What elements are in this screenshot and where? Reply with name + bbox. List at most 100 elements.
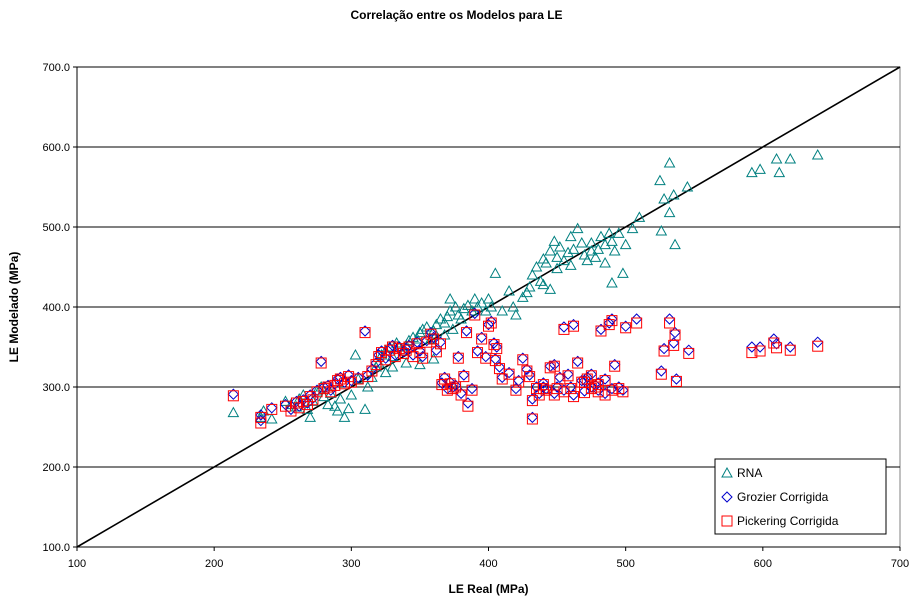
data-point — [376, 347, 388, 359]
y-tick-label: 400.0 — [42, 302, 70, 314]
data-point — [568, 320, 580, 332]
y-tick-label: 200.0 — [42, 462, 70, 474]
data-point — [548, 360, 560, 372]
data-point — [576, 374, 588, 387]
data-point — [373, 351, 385, 363]
y-axis-label: LE Modelado (MPa) — [7, 252, 21, 363]
data-point — [338, 376, 351, 388]
data-point — [754, 341, 766, 353]
y-tick-label: 600.0 — [42, 142, 70, 154]
data-point — [420, 320, 433, 332]
data-point — [564, 230, 577, 242]
data-point — [592, 377, 604, 389]
data-point — [784, 152, 797, 164]
x-tick-label: 400 — [479, 558, 497, 570]
data-point — [482, 318, 495, 331]
data-point — [255, 417, 267, 429]
data-point — [537, 377, 550, 389]
data-point — [338, 378, 350, 390]
data-point — [553, 240, 566, 252]
data-point — [655, 224, 668, 236]
data-point — [562, 246, 574, 258]
data-point — [581, 254, 594, 266]
data-point — [667, 337, 680, 349]
chart-title: Correlação entre os Modelos para LE — [350, 8, 563, 22]
data-point — [551, 262, 563, 274]
legend-box — [714, 458, 887, 535]
data-point — [811, 148, 824, 160]
data-point — [331, 404, 344, 416]
x-tick-label: 500 — [616, 558, 634, 570]
data-point — [379, 366, 392, 378]
legend-label-pickering-corrigida: Pickering Corrigida — [737, 514, 839, 528]
data-point — [427, 352, 440, 364]
data-point — [468, 292, 481, 304]
data-point — [768, 333, 780, 345]
data-point — [400, 342, 412, 355]
data-point — [488, 337, 500, 349]
data-point — [606, 313, 618, 325]
data-point — [599, 375, 611, 387]
data-point — [669, 238, 681, 250]
data-point — [578, 385, 591, 397]
data-point — [483, 320, 494, 332]
data-point — [540, 256, 552, 268]
data-points — [227, 148, 824, 429]
data-point — [496, 304, 509, 316]
data-point — [606, 235, 618, 246]
legend-label-grozier-corrigida: Grozier Corrigida — [737, 490, 829, 504]
data-point — [482, 292, 495, 304]
data-point — [359, 403, 371, 414]
data-point — [585, 368, 598, 380]
data-point — [400, 356, 413, 368]
x-tick-label: 200 — [205, 558, 223, 570]
x-axis-label: LE Real (MPa) — [448, 582, 528, 596]
data-point — [595, 230, 607, 242]
data-point — [462, 400, 474, 412]
data-point — [812, 340, 824, 352]
data-point — [746, 166, 758, 178]
data-point — [414, 326, 426, 338]
data-point — [663, 206, 676, 218]
data-point — [599, 373, 611, 385]
data-point — [603, 319, 615, 331]
data-point — [407, 349, 419, 361]
data-point — [503, 366, 515, 379]
data-point — [565, 383, 577, 395]
data-point — [770, 338, 783, 350]
data-point — [366, 365, 378, 377]
data-point — [544, 362, 556, 374]
data-point — [592, 379, 604, 391]
data-point — [255, 409, 267, 421]
x-tick-label: 700 — [891, 558, 909, 570]
data-point — [349, 348, 362, 360]
data-point — [517, 352, 529, 364]
data-point — [503, 368, 515, 380]
data-point — [434, 338, 446, 350]
data-point — [304, 411, 317, 422]
data-point — [658, 192, 670, 204]
data-point — [293, 402, 305, 414]
data-point — [585, 370, 597, 382]
data-point — [227, 406, 240, 418]
data-point — [613, 383, 625, 395]
data-point — [664, 317, 676, 329]
data-point — [447, 383, 459, 395]
data-point — [315, 355, 327, 368]
data-point — [575, 236, 588, 248]
data-point — [606, 315, 618, 327]
data-point — [485, 317, 497, 329]
data-point — [359, 327, 371, 339]
data-point — [530, 260, 543, 272]
data-point — [430, 318, 443, 330]
data-point — [578, 374, 591, 387]
data-point — [746, 341, 758, 353]
data-point — [416, 350, 429, 363]
data-point — [345, 376, 357, 388]
data-point — [444, 292, 456, 304]
data-point — [562, 368, 574, 380]
data-point — [626, 222, 639, 234]
data-point — [507, 300, 520, 312]
data-point — [567, 243, 580, 254]
data-point — [572, 357, 584, 369]
